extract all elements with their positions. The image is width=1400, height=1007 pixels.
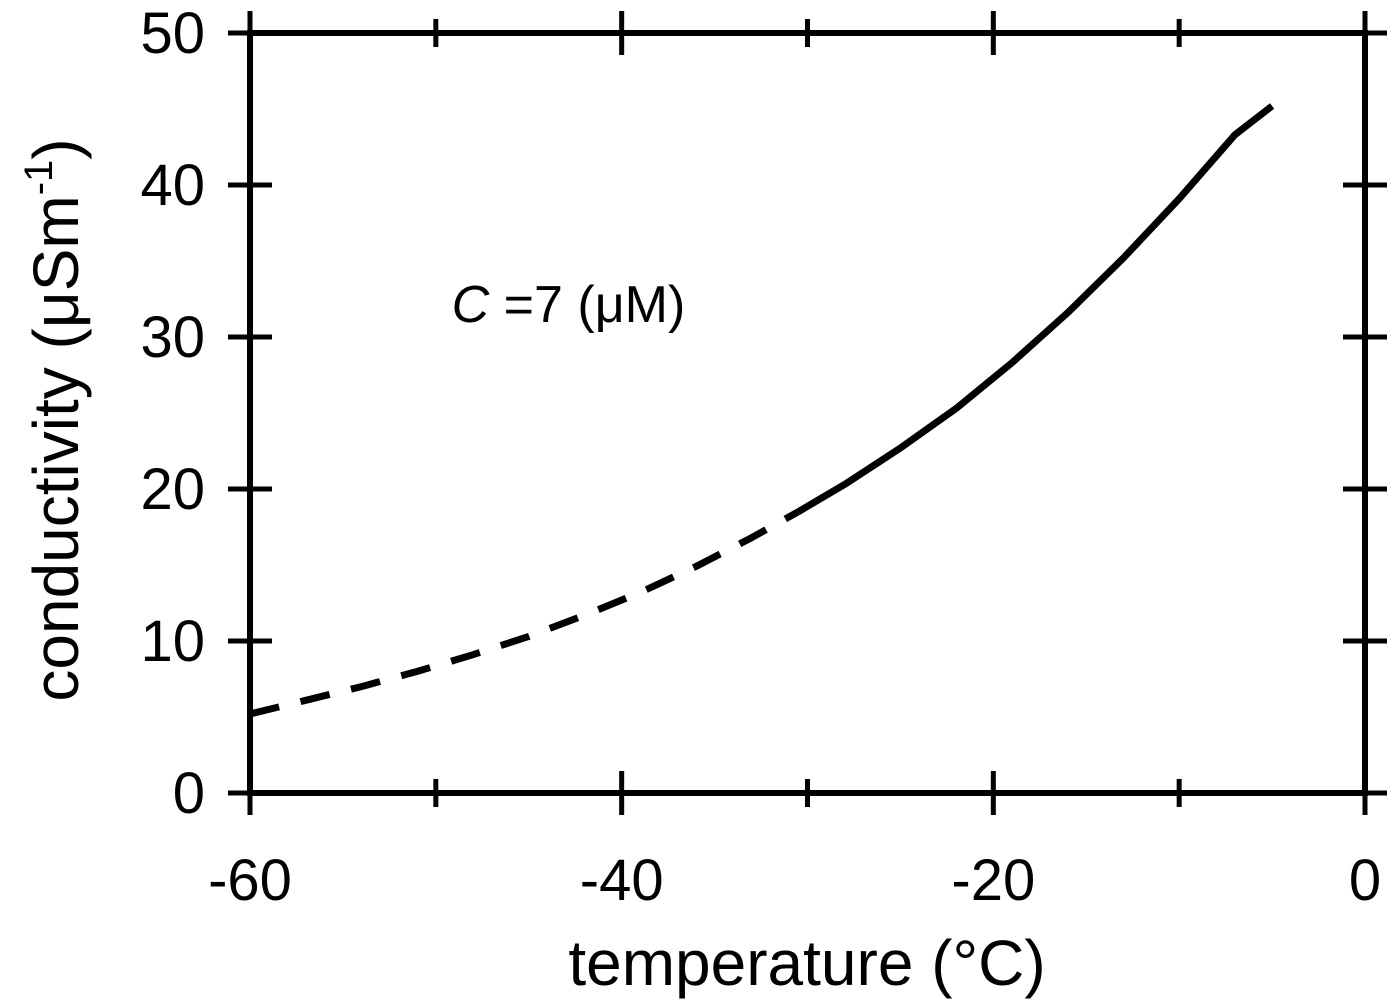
x-tick-label: 0 xyxy=(1349,848,1381,913)
x-tick-labels: -60 -40 -20 0 xyxy=(208,848,1381,913)
plot-frame xyxy=(247,30,1368,796)
y-tick-label: 50 xyxy=(140,1,205,66)
axis-ticks xyxy=(228,11,1387,815)
concentration-annotation: C =7 (μM) xyxy=(452,276,686,334)
y-tick-labels: 0 10 20 30 40 50 xyxy=(140,1,205,826)
series-line-dashed xyxy=(249,508,800,718)
annotation-text: =7 (μM) xyxy=(489,276,685,334)
y-axis-label-main: conductivity (μSm xyxy=(20,195,92,701)
series-line-solid xyxy=(796,103,1275,515)
y-tick-label: 30 xyxy=(140,305,205,370)
x-axis-label: temperature (°C) xyxy=(568,927,1045,999)
y-axis-label: conductivity (μSm-1) xyxy=(17,138,92,701)
y-tick-label: 0 xyxy=(173,761,205,826)
y-axis-label-exponent: -1 xyxy=(17,160,61,196)
x-tick-label: -20 xyxy=(951,848,1035,913)
y-tick-label: 20 xyxy=(140,457,205,522)
y-axis-label-close: ) xyxy=(20,138,92,159)
x-tick-label: -60 xyxy=(208,848,292,913)
x-tick-label: -40 xyxy=(580,848,664,913)
annotation-variable: C xyxy=(452,276,490,334)
data-series xyxy=(249,103,1275,718)
y-tick-label: 40 xyxy=(140,153,205,218)
y-tick-label: 10 xyxy=(140,609,205,674)
